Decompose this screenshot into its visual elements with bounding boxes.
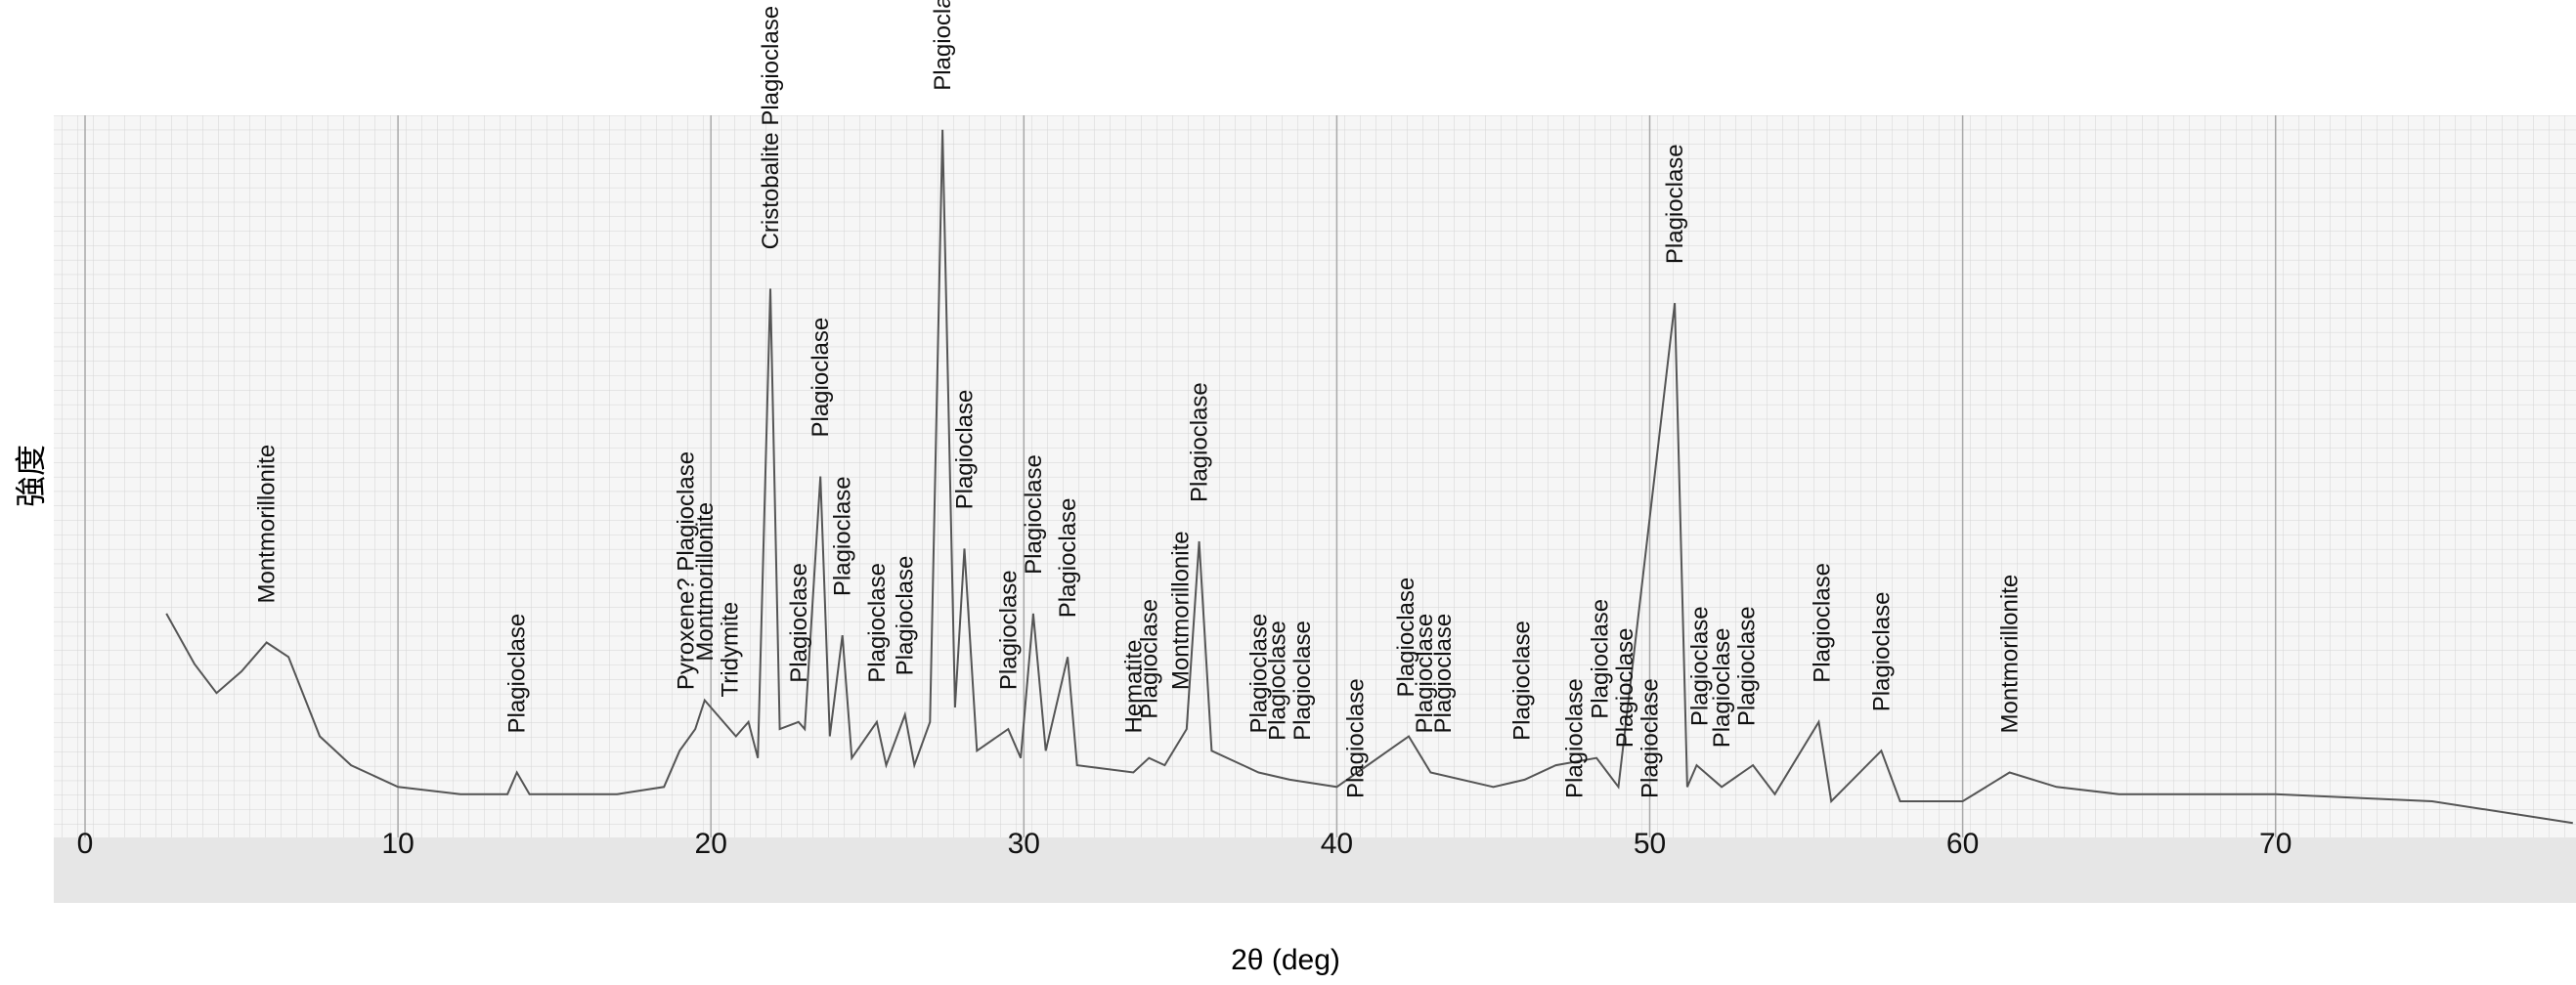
peak-label: Plagioclase [1637, 678, 1664, 798]
peak-label: Plagioclase [1289, 621, 1316, 741]
peak-label: Plagioclase [1021, 454, 1047, 575]
peak-label: Cristobalite Plagioclase [758, 6, 784, 249]
x-tick-label: 50 [1634, 828, 1666, 860]
peak-label: Plagioclase [1810, 563, 1836, 683]
x-tick-label: 20 [695, 828, 727, 860]
peak-label: Plagioclase [952, 390, 979, 510]
xrd-trace [165, 129, 2573, 825]
peak-label: Plagioclase [1709, 628, 1735, 749]
peak-label: Plagioclase [1055, 498, 1081, 619]
peak-label: Montmorillonite [1167, 531, 1194, 690]
peak-label: Montmorillonite [254, 445, 281, 604]
peak-label: Plagioclase [1562, 678, 1589, 798]
x-tick-label: 40 [1321, 828, 1353, 860]
plot-area: 0 10 20 30 40 50 60 70MontmorillonitePlagioclas… [77, 0, 2573, 860]
peak-label: Pyroxene? Plagioclase [674, 451, 700, 690]
peak-label: Plagioclase [1662, 144, 1688, 264]
y-axis-label: 強度 [13, 445, 48, 507]
peak-label: Plagioclase [930, 0, 956, 91]
peak-label: Plagioclase [1734, 606, 1761, 726]
peak-label: Plagioclase [893, 556, 919, 676]
x-tick-label: 0 [77, 828, 94, 860]
peak-label: Plagioclase [504, 614, 531, 734]
peak-label: Plagioclase [1430, 614, 1457, 734]
peak-label: Plagioclase [808, 318, 834, 438]
peak-label: Montmorillonite [692, 502, 719, 662]
paper-grid [54, 115, 2576, 837]
peak-label: Plagioclase [1136, 599, 1162, 719]
peak-label: Plagioclase [995, 570, 1022, 690]
x-axis-label: 2θ (deg) [1231, 944, 1340, 976]
peak-label: Plagioclase [864, 563, 891, 683]
peak-label: Plagioclase [1587, 599, 1613, 719]
peak-label: Montmorillonite [1997, 575, 2024, 734]
peak-label: Plagioclase [1412, 614, 1438, 734]
x-tick-label: 30 [1008, 828, 1040, 860]
peak-label: Plagioclase [1245, 614, 1272, 734]
peak-label: Plagioclase [1687, 606, 1714, 726]
peak-label: Plagioclase [1868, 592, 1895, 712]
tick-band [54, 837, 2576, 903]
peak-label: Hematite [1120, 639, 1147, 733]
peak-label: Plagioclase [1612, 628, 1638, 749]
x-tick-label: 60 [1946, 828, 1979, 860]
x-tick-label: 70 [2259, 828, 2292, 860]
peak-label: Plagioclase [830, 476, 856, 596]
peak-label: Plagioclase [1187, 382, 1213, 502]
peak-label: Plagioclase [1393, 578, 1419, 698]
peak-label: Plagioclase [786, 563, 812, 683]
peak-label: Plagioclase [1265, 621, 1291, 741]
peak-label: Tridymite [717, 602, 743, 698]
peak-label: Plagioclase [1343, 678, 1370, 798]
peak-label: Plagioclase [1508, 621, 1535, 741]
x-tick-label: 10 [381, 828, 414, 860]
